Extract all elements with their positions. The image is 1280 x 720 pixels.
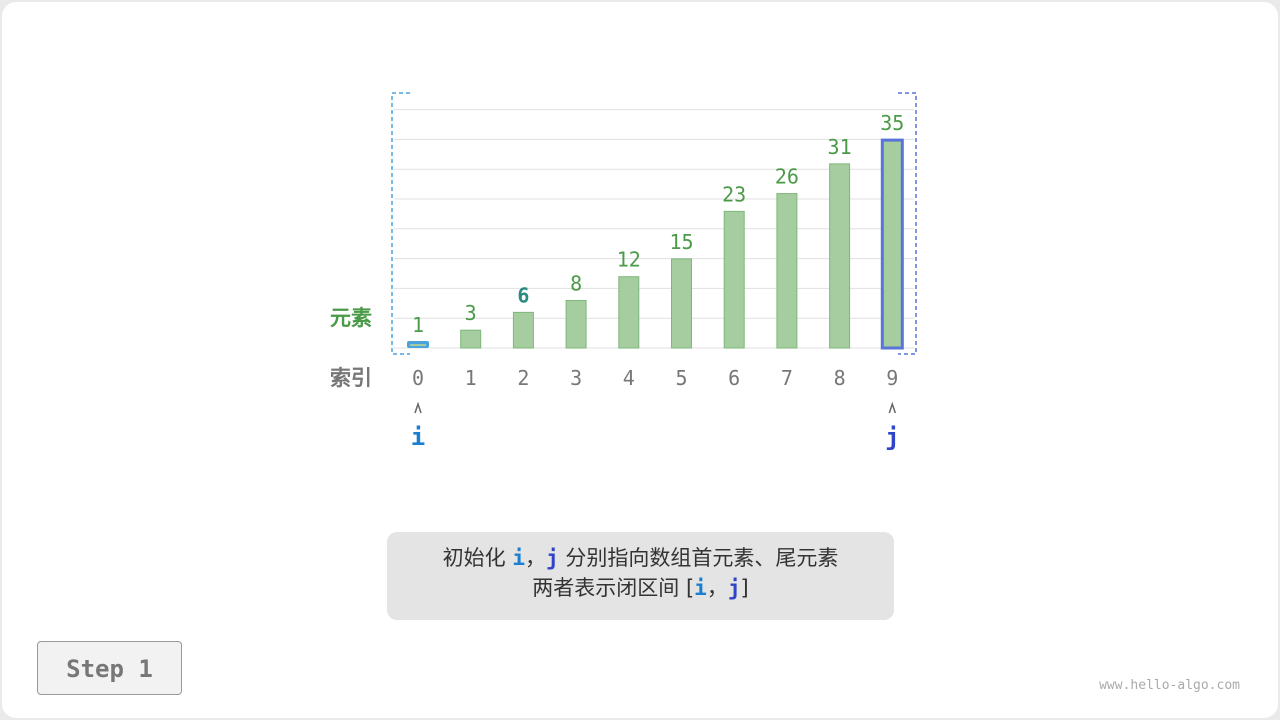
caption-j: j xyxy=(727,576,741,600)
index-label: 8 xyxy=(834,366,846,390)
caption-text: ] xyxy=(740,576,749,600)
arrow-up-icon xyxy=(888,401,897,414)
row-label-index: 索引 xyxy=(330,366,372,390)
value-label: 6 xyxy=(517,283,529,307)
index-label: 5 xyxy=(675,366,687,390)
value-label: 12 xyxy=(617,248,641,272)
index-label: 6 xyxy=(728,366,740,390)
caption-j: j xyxy=(546,546,559,570)
bar xyxy=(776,193,798,349)
value-label: 31 xyxy=(828,135,852,159)
caption-text: 初始化 xyxy=(442,546,513,570)
bar xyxy=(410,344,426,347)
bar xyxy=(671,258,692,349)
caption-line-1: 初始化 i，j 分别指向数组首元素、尾元素 xyxy=(387,543,894,573)
bar xyxy=(460,329,482,349)
value-label: 23 xyxy=(722,182,746,206)
bar xyxy=(829,163,851,349)
value-label: 1 xyxy=(412,313,424,337)
value-label: 35 xyxy=(880,111,904,135)
index-label: 3 xyxy=(570,366,582,390)
value-label: 8 xyxy=(570,271,582,295)
caption-text: 两者表示闭区间 [ xyxy=(532,576,695,600)
row-label-elements: 元素 xyxy=(330,306,372,330)
index-label: 1 xyxy=(465,366,477,390)
value-label: 3 xyxy=(465,301,477,325)
caption-text: 分别指向数组首元素、尾元素 xyxy=(558,546,839,570)
index-label: 0 xyxy=(412,366,424,390)
value-label: 15 xyxy=(669,230,693,254)
bar xyxy=(512,311,534,349)
index-label: 4 xyxy=(623,366,635,390)
index-label: 7 xyxy=(781,366,793,390)
caption-comma: ， xyxy=(706,576,728,600)
pointer-i: i xyxy=(411,423,425,451)
caption-i: i xyxy=(694,576,707,600)
value-label: 26 xyxy=(775,165,799,189)
step-button[interactable]: Step 1 xyxy=(37,641,182,695)
bracket-right-j xyxy=(898,92,917,355)
pointer-j: j xyxy=(885,423,899,451)
caption-i: i xyxy=(512,546,525,570)
index-label: 2 xyxy=(517,366,529,390)
bar xyxy=(618,276,640,349)
bracket-left-i xyxy=(391,92,410,355)
bar xyxy=(565,299,587,349)
bar xyxy=(723,210,745,349)
bar xyxy=(880,138,904,350)
caption-line-2: 两者表示闭区间 [i，j] xyxy=(387,573,894,603)
index-label: 9 xyxy=(886,366,898,390)
caption-box: 初始化 i，j 分别指向数组首元素、尾元素 两者表示闭区间 [i，j] xyxy=(387,532,894,620)
caption-comma: ， xyxy=(525,546,546,570)
arrow-up-icon xyxy=(414,401,422,414)
watermark: www.hello-algo.com xyxy=(1099,678,1240,693)
